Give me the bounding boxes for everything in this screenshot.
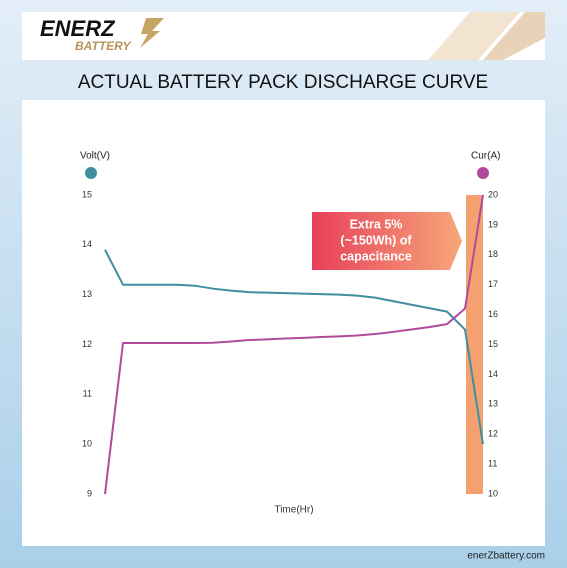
y2-tick-label: 13 — [488, 399, 498, 409]
y2-tick-label: 20 — [488, 189, 498, 199]
y2-tick-label: 11 — [488, 458, 497, 468]
y2-tick-label: 10 — [488, 488, 498, 498]
y-tick-label: 10 — [82, 439, 92, 449]
decor — [428, 12, 520, 60]
decor — [483, 12, 545, 60]
y-tick-label: 9 — [87, 488, 92, 498]
footer: enerZbattery.com — [467, 551, 545, 562]
brand-name: ENERZ — [40, 16, 116, 41]
y2-tick-label: 14 — [488, 369, 498, 379]
legend-dot — [477, 167, 489, 179]
brand-tagline: BATTERY — [75, 39, 132, 53]
series-line — [104, 194, 484, 495]
y2-tick-label: 17 — [488, 279, 498, 289]
y-tick-label: 13 — [82, 289, 92, 299]
legend-dot — [85, 167, 97, 179]
y2-tick-label: 18 — [488, 249, 498, 259]
y2-tick-label: 15 — [488, 339, 498, 349]
y2-tick-label: 16 — [488, 309, 498, 319]
y2-axis-label: Cur(A) — [471, 151, 500, 162]
y2-tick-label: 19 — [488, 219, 498, 229]
y-axis-label: Volt(V) — [80, 151, 110, 162]
y2-tick-label: 12 — [488, 429, 498, 439]
annotation-text: (~150Wh) of — [340, 233, 412, 247]
extra-capacity-band — [466, 195, 483, 494]
y-tick-label: 11 — [83, 389, 92, 399]
x-axis-label: Time(Hr) — [274, 505, 313, 516]
y-tick-label: 14 — [82, 239, 92, 249]
logo-bolt — [140, 18, 164, 48]
annotation-text: Extra 5% — [350, 217, 403, 231]
annotation-text: capacitance — [340, 249, 412, 263]
series-line — [104, 249, 484, 445]
y-tick-label: 15 — [82, 189, 92, 199]
y-tick-label: 12 — [82, 339, 92, 349]
annotation-arrow — [312, 212, 462, 270]
chart-title: ACTUAL BATTERY PACK DISCHARGE CURVE — [78, 72, 488, 93]
